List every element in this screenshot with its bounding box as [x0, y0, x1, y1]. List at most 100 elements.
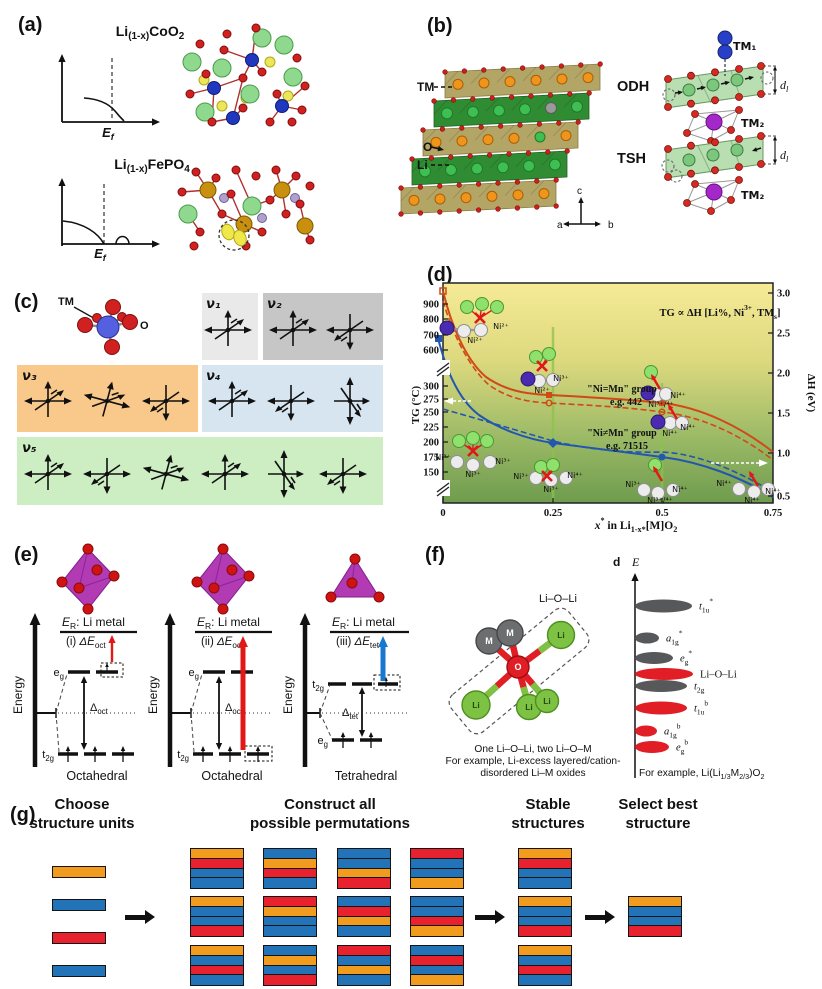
ion-cluster: Ni²⁺ Ni²⁺ [439, 297, 509, 345]
orbital-label: eg* [680, 649, 692, 667]
marker [546, 392, 552, 398]
axis-break [436, 362, 450, 373]
ion-label: Ni⁴⁺ [680, 423, 696, 432]
plot-area [442, 282, 774, 504]
fermi-level-label: Ef [102, 125, 115, 142]
generated-label: 900 [423, 300, 439, 311]
flow-arrow-2 [475, 910, 505, 924]
generated-label: Octahedral [66, 769, 127, 783]
generated-label: Energy [146, 676, 160, 714]
stable-stack [518, 848, 572, 889]
header-line: structure units [29, 814, 135, 832]
generated-label: 225 [423, 423, 439, 434]
generated-label: 700 [423, 331, 439, 342]
generated-label: Li [525, 702, 533, 712]
permutation-stack [190, 945, 244, 986]
mode-v5-label: ν₅ [22, 441, 37, 456]
correlation-annotation: TG ∝ ΔH [Li%, Ni3+, TMs] [660, 303, 781, 321]
layer-bar-orange [410, 925, 464, 937]
ion-label: Ni³⁺/⁴⁺ [647, 496, 673, 505]
marker [439, 287, 447, 295]
li-o-li-box-label: Li–O–Li [539, 593, 577, 605]
axis-break [436, 482, 450, 493]
generated-label: 0.25 [544, 508, 562, 519]
mode-v1-label: ν₁ [206, 297, 221, 312]
orbital-label: egb [676, 738, 688, 756]
panel-b: (b) TM O Li a b c ODH TSH TM₁ TM₂ TM₂ dl… [398, 15, 789, 231]
axis-d-label: d [613, 555, 620, 569]
header-line: Choose [54, 796, 110, 813]
curve-ninemn-dashed [442, 408, 774, 493]
ion-label: Ni⁴⁺ [716, 479, 732, 488]
svg-text:t2g: t2g [177, 749, 189, 763]
right-arrow-head [759, 459, 768, 467]
permutation-stack [337, 848, 391, 889]
panel-g-label: (g) [10, 804, 36, 826]
generated-label: M [485, 636, 493, 646]
flow-arrow-3 [585, 910, 615, 924]
generated-label: 2.0 [777, 369, 790, 380]
ion-cluster: Ni⁴⁺Ni⁴⁺ [650, 404, 696, 438]
svg-text:ER: Li metal: ER: Li metal [197, 615, 260, 631]
layer-bar-blue [337, 925, 391, 937]
odh-label: ODH [617, 79, 649, 95]
layer-bar-blue [518, 974, 572, 986]
panel-f: (f) M M Li Li Li Li O Li–O–Li One Li–O–Li, two… [425, 544, 765, 781]
header-line: structure [625, 814, 691, 832]
axis-breaks [436, 360, 450, 497]
panel-e-label: (e) [14, 544, 38, 566]
header-line: structures [511, 814, 585, 832]
mode-box-v5 [17, 437, 383, 505]
generated-label: Li [472, 700, 480, 710]
marker [659, 400, 665, 406]
permutation-stack [337, 945, 391, 986]
header-line: possible permutations [249, 814, 411, 832]
svg-text:(ii) ΔEoct: (ii) ΔEoct [201, 636, 244, 650]
svg-text:(i) ΔEoct: (i) ΔEoct [66, 636, 106, 650]
formula-licoo2: Li(1-x)CoO2 [116, 23, 185, 42]
mode-box-v2 [263, 293, 383, 360]
y-axis-right-label: ΔH (eV) [805, 374, 817, 413]
layer-bar-blue [190, 877, 244, 889]
permutation-stack [337, 896, 391, 937]
svg-text:ER: Li metal: ER: Li metal [62, 615, 125, 631]
stable-stack [518, 896, 572, 937]
group1-label: "Ni=Mn" group [587, 384, 657, 395]
unit-bar [52, 932, 106, 944]
mode-box-v1 [202, 293, 258, 360]
axis-e-label: E [631, 555, 640, 569]
header-construct: Construct all possible permutations [220, 796, 440, 834]
ion-label: Ni³⁺ [543, 485, 559, 494]
crystal-axes [563, 197, 601, 227]
permutation-stack [410, 945, 464, 986]
ion-label: Ni⁴⁺ [672, 485, 688, 494]
tm-atom-label: TM [58, 296, 74, 308]
energy-level-diagrams: Energy ER: Li metal (i) ΔEoct eg Δoct t2g Octa… [11, 543, 409, 783]
axis-break [436, 366, 450, 377]
axis-a-label: a [557, 220, 563, 231]
tm2-label: TM₂ [741, 189, 764, 202]
ion-cluster: Ni³⁺ Ni³⁺/⁴⁺ Ni⁴⁺ [625, 458, 688, 505]
permutation-stack [410, 848, 464, 889]
ion-label: Ni⁴⁺ [765, 487, 781, 496]
ion-label: Ni⁴⁺ [670, 391, 686, 400]
caption-line2: For example, Li-excess layered/cation- [446, 756, 621, 767]
generated-label: M [506, 628, 514, 638]
orbital-label: t2g [694, 682, 705, 695]
layer-bar-red [52, 932, 106, 944]
generated-label: 175 [423, 453, 439, 464]
panel-c-label: (c) [14, 291, 38, 313]
unit-bar [52, 965, 106, 977]
unit-bar [52, 899, 106, 911]
ion-cluster: Ni³⁺ Ni³⁺ Ni⁴⁺ [513, 458, 583, 494]
ion-label: Ni³⁺ [513, 472, 529, 481]
svg-text:t2g: t2g [42, 749, 54, 763]
layer-bar-orange [52, 866, 106, 878]
ion-cluster: Ni⁴⁺ Ni⁴⁺ Ni⁴⁺ [716, 471, 781, 505]
header-select: Select best structure [598, 796, 718, 834]
svg-text:eg: eg [54, 667, 64, 681]
layer-bar-blue [263, 925, 317, 937]
layer-bar-red [337, 877, 391, 889]
mode-v3-label: ν₃ [22, 369, 37, 384]
